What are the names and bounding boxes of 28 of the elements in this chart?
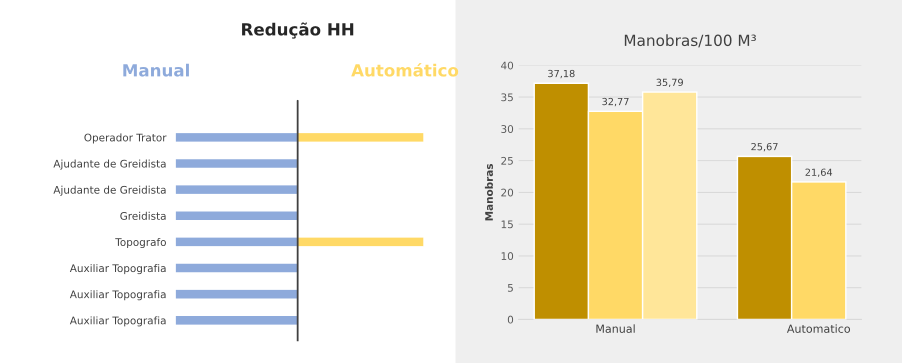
- chart-title: Redução HH: [242, 22, 354, 39]
- chart-title: Manobras/100 M³: [624, 34, 756, 48]
- y-tick-label: Operador Trator: [84, 133, 167, 144]
- y-tick-label: Ajudante de Greidista: [53, 160, 166, 170]
- y-tick-label: Topografo: [115, 238, 166, 248]
- data-label: 35,79: [656, 78, 683, 88]
- data-label: 37,18: [548, 70, 575, 78]
- y-tick-label: 30: [501, 125, 514, 133]
- y-tick-label: Greidista: [120, 212, 166, 220]
- text: Manual: [123, 64, 189, 77]
- y-tick-label: Auxiliar Topografia: [70, 316, 166, 326]
- y-tick-label: 40: [501, 62, 514, 70]
- y-tick-label: 20: [501, 188, 514, 196]
- text: Automático: [351, 63, 458, 77]
- y-tick-label: 25: [501, 156, 513, 165]
- y-axis-title: Manobras: [484, 164, 493, 220]
- data-label: 21,64: [806, 168, 832, 177]
- y-tick-label: Auxiliar Topografia: [70, 290, 166, 300]
- y-tick-label: 10: [502, 252, 514, 260]
- data-label: 32,77: [602, 98, 629, 106]
- data-label: 25,67: [751, 142, 778, 152]
- y-tick-label: Auxiliar Topografia: [70, 264, 166, 274]
- x-tick-label: Automatico: [786, 324, 850, 333]
- y-tick-label: 15: [502, 220, 513, 228]
- y-tick-label: 5: [508, 284, 513, 292]
- y-tick-label: 0: [508, 316, 514, 324]
- y-tick-label: Ajudante de Greidista: [53, 186, 166, 196]
- y-tick-label: 35: [501, 93, 513, 102]
